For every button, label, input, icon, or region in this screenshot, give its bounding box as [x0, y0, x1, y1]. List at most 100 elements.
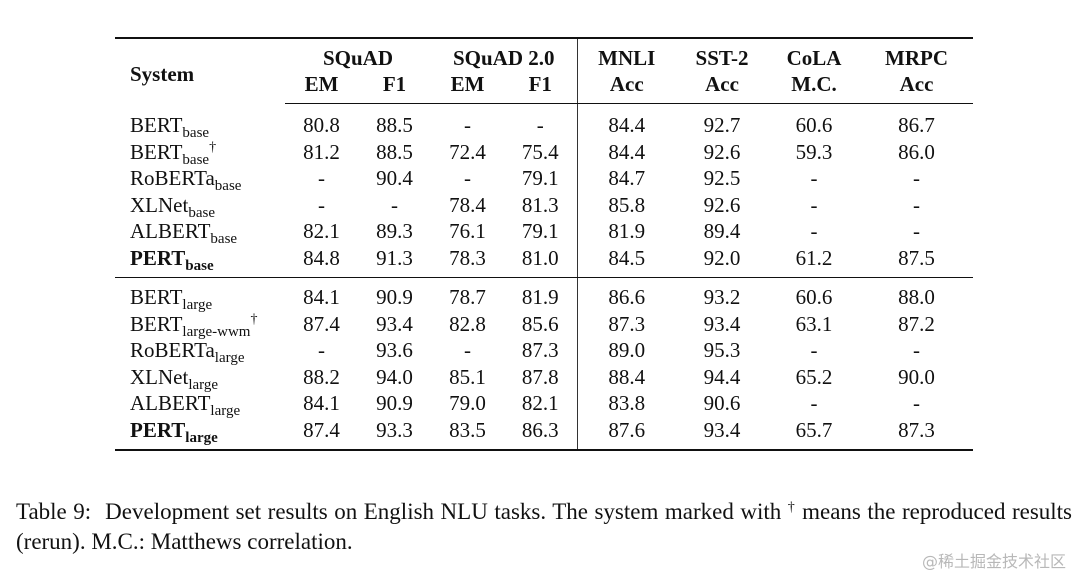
score-cell: 84.1 — [303, 391, 340, 416]
score-cell: 72.4 — [449, 139, 486, 164]
score-cell: - — [810, 391, 818, 416]
score-cell: - — [810, 166, 818, 191]
score-cell: 87.2 — [898, 311, 935, 336]
score-cell: 82.1 — [303, 219, 340, 244]
table-row: PERTlarge 87.4 93.3 83.5 86.3 87.6 93.4 65.7 87.… — [115, 416, 973, 451]
score-cell: - — [913, 219, 920, 244]
system-name-cell: BERTbase — [115, 104, 285, 141]
score-cell: - — [913, 338, 920, 363]
system-size: large — [210, 403, 241, 420]
score-cell: 84.1 — [303, 285, 340, 310]
system-name-cell: BERTlarge — [115, 278, 285, 314]
results-table: System SQuAD SQuAD 2.0 MNLI SST-2 CoLA M… — [115, 37, 973, 451]
score-cell: 81.9 — [608, 219, 646, 244]
header-mrpc-acc: Acc — [860, 71, 973, 104]
score-cell: 91.3 — [358, 244, 431, 278]
system-name: ALBERT — [130, 391, 211, 416]
system-name-cell: ALBERTlarge — [115, 390, 285, 420]
score-cell: - — [810, 192, 818, 217]
system-column-header: System — [115, 37, 285, 104]
system-size: base — [185, 257, 214, 274]
table-row: BERTlarge-wwm† 87.4 93.4 82.8 85.6 87.3 93.4 63… — [115, 310, 973, 340]
score-cell: 88.4 — [608, 364, 646, 389]
system-name-cell: ALBERTbase — [115, 218, 285, 248]
score-cell: 94.0 — [376, 364, 413, 389]
score-cell: - — [913, 166, 920, 191]
score-cell: 65.7 — [768, 416, 860, 451]
score-cell: 85.1 — [449, 364, 486, 389]
score-cell: - — [913, 192, 920, 217]
system-size: base — [214, 178, 242, 195]
table-row: RoBERTabase - 90.4 - 79.1 84.7 92.5 - - — [115, 165, 973, 195]
system-size: large — [214, 350, 245, 367]
score-cell: 90.0 — [898, 364, 935, 389]
header-mnli: MNLI — [577, 37, 676, 71]
score-cell: 88.5 — [376, 139, 413, 164]
system-name-cell: BERTlarge-wwm† — [115, 311, 285, 340]
score-cell: - — [810, 219, 818, 244]
score-cell: 79.0 — [449, 391, 486, 416]
score-cell: 61.2 — [768, 244, 860, 278]
score-cell: 78.3 — [431, 244, 504, 278]
score-cell: 95.3 — [703, 338, 741, 363]
score-cell: 87.4 — [285, 416, 358, 451]
score-cell: 82.8 — [449, 311, 486, 336]
score-cell: 84.4 — [608, 139, 646, 164]
score-cell: 93.6 — [376, 338, 413, 363]
score-cell: 92.6 — [703, 192, 741, 217]
header-sst2-acc: Acc — [676, 71, 768, 104]
score-cell: 90.9 — [376, 391, 413, 416]
score-cell: 84.7 — [608, 166, 646, 191]
score-cell: 78.7 — [449, 285, 486, 310]
table-row: ALBERTlarge 84.1 90.9 79.0 82.1 83.8 90.6 - - — [115, 390, 973, 420]
score-cell: 93.4 — [676, 416, 768, 451]
score-cell: - — [391, 192, 398, 217]
score-cell: - — [464, 166, 471, 191]
score-cell: - — [464, 113, 471, 138]
score-cell: 83.5 — [431, 416, 504, 451]
score-cell: 87.3 — [608, 311, 646, 336]
system-name: BERT — [130, 139, 183, 164]
table-row: BERTbase 80.8 88.5 - - 84.4 92.7 60.6 86.7 — [115, 103, 973, 141]
score-cell: - — [913, 391, 920, 416]
score-cell: 83.8 — [608, 391, 646, 416]
score-cell: 84.4 — [608, 113, 646, 138]
score-cell: 79.1 — [504, 165, 578, 192]
dagger-mark: † — [250, 311, 258, 327]
dagger-mark: † — [209, 139, 217, 155]
system-name-cell: RoBERTabase — [115, 165, 285, 195]
system-size: base — [210, 231, 238, 248]
header-squad: SQuAD — [285, 37, 431, 71]
score-cell: 85.6 — [504, 310, 578, 337]
score-cell: 87.4 — [303, 311, 340, 336]
score-cell: 90.4 — [376, 166, 413, 191]
system-name-cell: XLNetbase — [115, 192, 285, 221]
large-models-group: BERTlarge 84.1 90.9 78.7 81.9 86.6 93.2 60.6 88.… — [115, 277, 973, 451]
score-cell: 87.6 — [577, 416, 676, 451]
system-name-cell: PERTlarge — [115, 416, 285, 451]
score-cell: - — [464, 338, 471, 363]
system-size: large — [182, 297, 213, 314]
system-size: large-wwm — [182, 323, 251, 340]
system-name: ALBERT — [130, 219, 211, 244]
score-cell: 86.6 — [608, 285, 646, 310]
score-cell: 81.0 — [504, 244, 578, 278]
table-row: XLNetlarge 88.2 94.0 85.1 87.8 88.4 94.4 65.2 90… — [115, 363, 973, 392]
system-name: PERT — [130, 417, 186, 442]
table-row: BERTlarge 84.1 90.9 78.7 81.9 86.6 93.2 60.6 88.… — [115, 277, 973, 314]
score-cell: - — [504, 103, 578, 139]
system-name: BERT — [130, 285, 183, 310]
score-cell: - — [318, 192, 325, 217]
header-sst2: SST-2 — [676, 37, 768, 71]
score-cell: 93.2 — [703, 285, 741, 310]
table-row: RoBERTalarge - 93.6 - 87.3 89.0 95.3 - - — [115, 337, 973, 367]
system-name: BERT — [130, 113, 183, 137]
score-cell: 75.4 — [504, 138, 578, 165]
score-cell: 93.4 — [376, 311, 413, 336]
table-row: ALBERTbase 82.1 89.3 76.1 79.1 81.9 89.4 - - — [115, 218, 973, 248]
header-squad-f1: F1 — [358, 71, 431, 104]
score-cell: 92.6 — [703, 139, 741, 164]
base-models-group: BERTbase 80.8 88.5- -84.4 92.7 60.6 86.7 BERTba… — [115, 103, 973, 278]
score-cell: 86.0 — [898, 139, 935, 164]
header-row-metrics: EM F1 EM F1 Acc Acc M.C. Acc — [115, 71, 973, 104]
